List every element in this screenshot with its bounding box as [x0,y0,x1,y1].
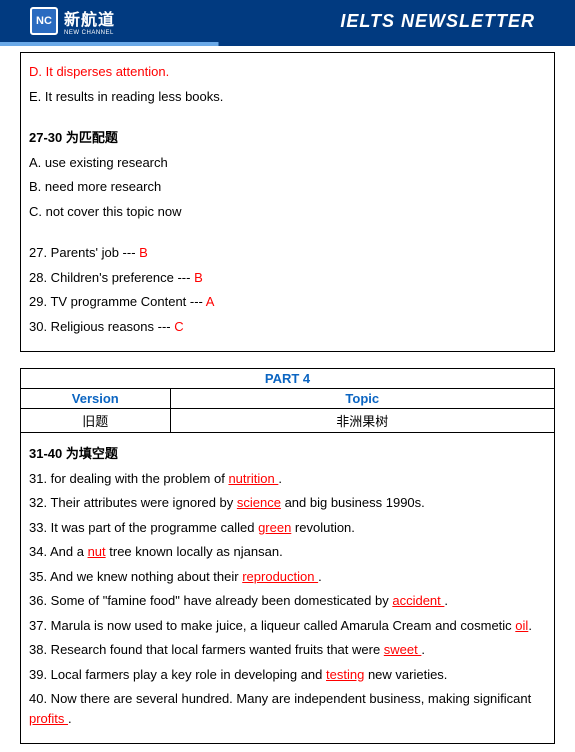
col-version-value: 旧题 [21,409,171,433]
part4-body: 31-40 为填空题 31. for dealing with the prob… [20,433,555,744]
q32-answer: science [237,495,281,510]
q38-answer: sweet [384,642,422,657]
col-topic-header: Topic [170,389,554,409]
logo-icon: NC [30,7,58,35]
q29: 29. TV programme Content --- A [29,292,546,312]
q31-a: 31. for dealing with the problem of [29,471,228,486]
q36-a: 36. Some of "famine food" have already b… [29,593,392,608]
q39-b: new varieties. [364,667,447,682]
q28-text: 28. Children's preference --- [29,270,194,285]
q40-answer: profits [29,711,68,726]
q33-b: revolution. [291,520,355,535]
col-version-header: Version [21,389,171,409]
q40-b: . [68,711,72,726]
header-title: IELTS NEWSLETTER [340,11,535,32]
q33-a: 33. It was part of the programme called [29,520,258,535]
q33-answer: green [258,520,291,535]
q31-answer: nutrition [228,471,278,486]
q30-text: 30. Religious reasons --- [29,319,174,334]
q37: 37. Marula is now used to make juice, a … [29,616,546,636]
section-31-40-title: 31-40 为填空题 [29,444,546,464]
q39-answer: testing [326,667,364,682]
q32: 32. Their attributes were ignored by sci… [29,493,546,513]
q30-answer: C [174,319,183,334]
option-a: A. use existing research [29,153,546,173]
q39: 39. Local farmers play a key role in dev… [29,665,546,685]
section-27-30-title: 27-30 为匹配题 [29,128,546,148]
q28: 28. Children's preference --- B [29,268,546,288]
q29-answer: A [206,294,215,309]
part4-table: PART 4 Version Topic 旧题 非洲果树 [20,368,555,433]
logo-text-en: NEW CHANNEL [64,30,115,36]
q30: 30. Religious reasons --- C [29,317,546,337]
q39-a: 39. Local farmers play a key role in dev… [29,667,326,682]
q32-b: and big business 1990s. [281,495,425,510]
q34-answer: nut [88,544,106,559]
q34-a: 34. And a [29,544,88,559]
q34-b: tree known locally as njansan. [106,544,283,559]
q35-b: . [318,569,322,584]
logo: NC 新航道 NEW CHANNEL [0,6,115,36]
q36-answer: accident [392,593,444,608]
option-d: D. It disperses attention. [29,62,546,82]
q31-b: . [278,471,282,486]
logo-text-cn: 新航道 [64,6,115,30]
q31: 31. for dealing with the problem of nutr… [29,469,546,489]
q32-a: 32. Their attributes were ignored by [29,495,237,510]
q27-text: 27. Parents' job --- [29,245,139,260]
q37-b: . [528,618,532,633]
option-c: C. not cover this topic now [29,202,546,222]
part4-title: PART 4 [21,369,555,389]
q34: 34. And a nut tree known locally as njan… [29,542,546,562]
q27: 27. Parents' job --- B [29,243,546,263]
option-b: B. need more research [29,177,546,197]
q37-a: 37. Marula is now used to make juice, a … [29,618,515,633]
q40: 40. Now there are several hundred. Many … [29,689,546,728]
q33: 33. It was part of the programme called … [29,518,546,538]
section-27-30-box: D. It disperses attention. E. It results… [20,52,555,352]
q38: 38. Research found that local farmers wa… [29,640,546,660]
q27-answer: B [139,245,148,260]
q35-a: 35. And we knew nothing about their [29,569,242,584]
q38-b: . [421,642,425,657]
q37-answer: oil [515,618,528,633]
q29-text: 29. TV programme Content --- [29,294,206,309]
q36: 36. Some of "famine food" have already b… [29,591,546,611]
header-edge [0,42,575,46]
q40-a: 40. Now there are several hundred. Many … [29,691,531,706]
q35-answer: reproduction [242,569,318,584]
q28-answer: B [194,270,203,285]
header-bar: NC 新航道 NEW CHANNEL IELTS NEWSLETTER [0,0,575,42]
option-e: E. It results in reading less books. [29,87,546,107]
q36-b: . [444,593,448,608]
q35: 35. And we knew nothing about their repr… [29,567,546,587]
q38-a: 38. Research found that local farmers wa… [29,642,384,657]
col-topic-value: 非洲果树 [170,409,554,433]
